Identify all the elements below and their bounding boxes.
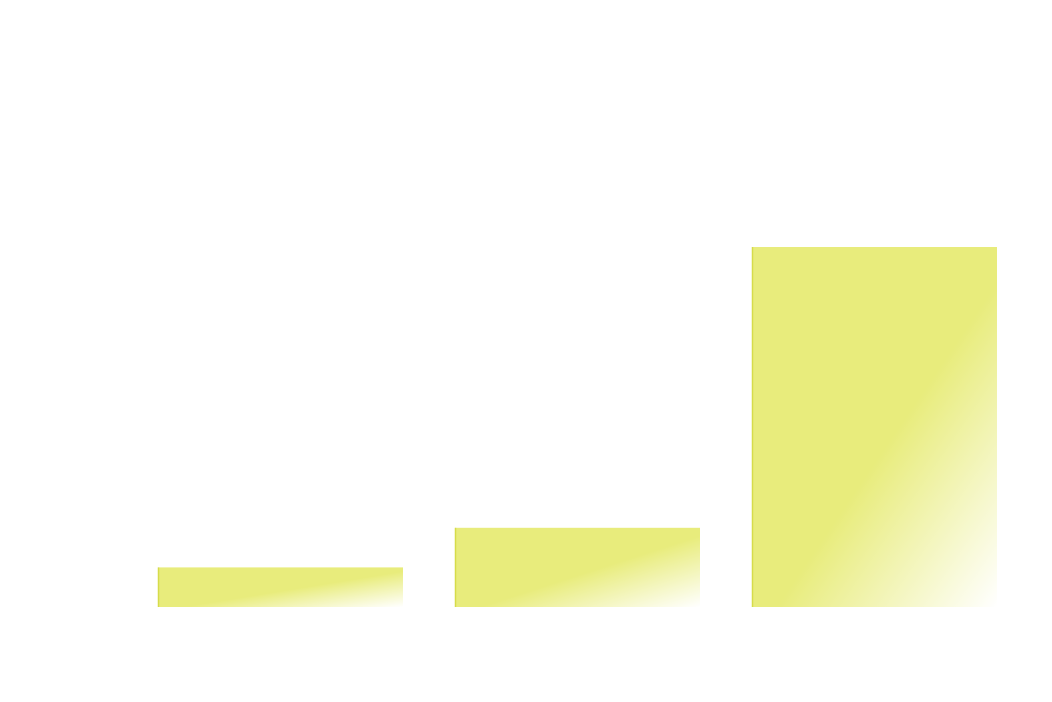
bar-3 [752, 247, 997, 607]
bar-2 [455, 527, 700, 607]
bar-1 [158, 567, 403, 607]
bars-group [157, 247, 997, 607]
